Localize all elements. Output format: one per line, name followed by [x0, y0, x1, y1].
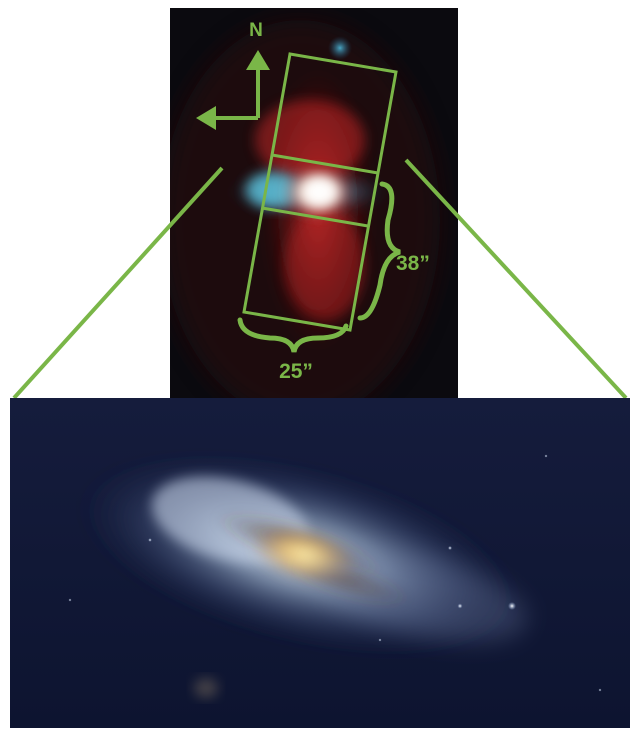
compass-icon — [196, 50, 270, 130]
star — [148, 538, 152, 542]
height-label: 38” — [396, 252, 430, 275]
star — [378, 638, 382, 642]
slit-outer-rectangle — [242, 52, 398, 332]
slit-overlay — [242, 52, 398, 332]
star — [457, 603, 463, 609]
top-panel-image — [170, 8, 458, 400]
slit-lower-divider — [261, 206, 369, 228]
width-bracket-icon — [237, 317, 349, 353]
connector-line-left — [12, 166, 224, 400]
star — [448, 546, 452, 550]
star — [598, 688, 602, 692]
star — [68, 598, 72, 602]
connector-line-right — [404, 158, 628, 400]
compass-north-label: N — [249, 20, 263, 41]
star — [508, 602, 516, 610]
width-label: 25” — [279, 360, 313, 383]
slit-upper-divider — [271, 153, 379, 175]
height-bracket-icon — [357, 181, 401, 321]
star — [544, 454, 548, 458]
bottom-panel-image — [10, 398, 630, 728]
